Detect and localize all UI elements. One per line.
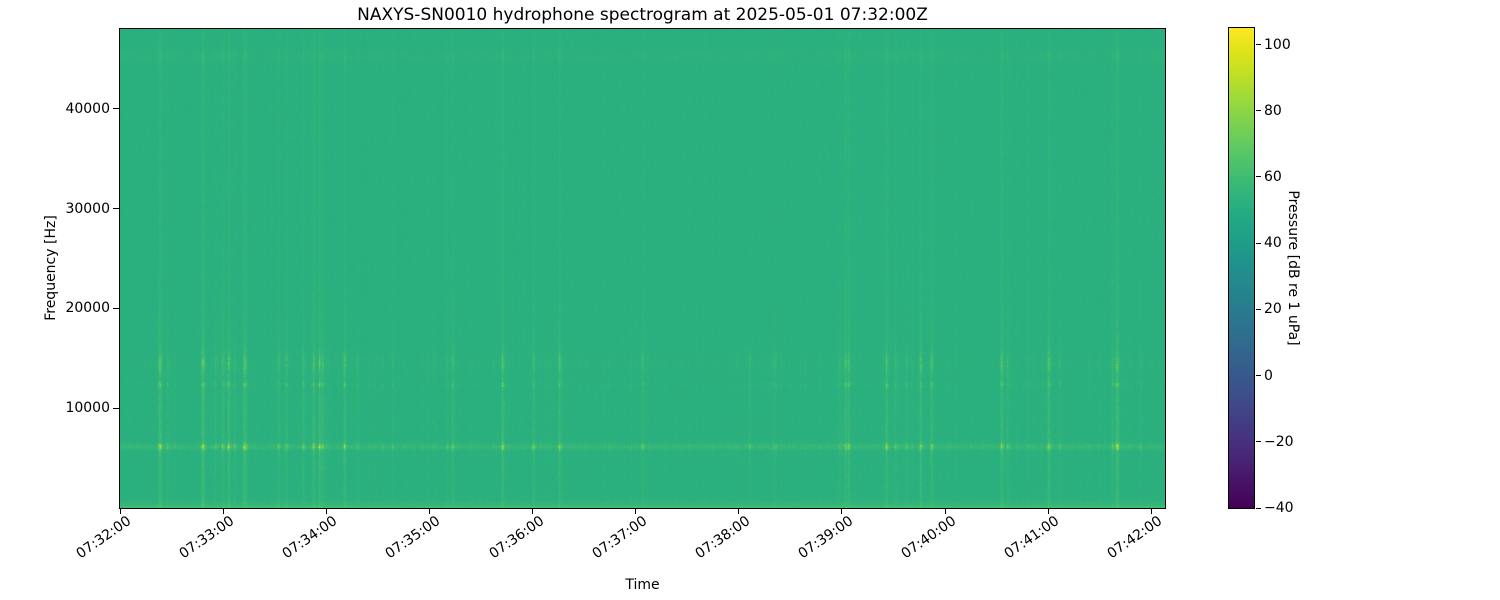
- plot-area-frame: [119, 28, 1166, 509]
- x-tick-mark: [532, 509, 533, 514]
- x-tick-label: 07:37:00: [589, 513, 650, 563]
- colorbar-tick-mark: [1256, 44, 1261, 46]
- x-tick-label: 07:40:00: [898, 513, 960, 563]
- y-tick-label: 40000: [65, 100, 110, 117]
- colorbar-gradient: [1229, 28, 1254, 508]
- colorbar-label: Pressure [dB re 1 uPa]: [1285, 190, 1301, 346]
- x-tick-mark: [222, 509, 224, 514]
- x-tick-label: 07:36:00: [485, 513, 547, 563]
- x-tick-mark: [1150, 509, 1152, 514]
- x-tick-label: 07:38:00: [692, 513, 753, 563]
- colorbar-tick-mark: [1256, 242, 1261, 244]
- colorbar-tick-mark: [1256, 110, 1261, 112]
- x-tick-mark: [1047, 509, 1049, 514]
- x-tick-label: 07:35:00: [382, 513, 444, 563]
- x-tick-label: 07:34:00: [279, 513, 341, 563]
- colorbar: [1228, 27, 1255, 509]
- spectrogram-heatmap: [120, 29, 1165, 508]
- x-tick-mark: [635, 509, 637, 514]
- colorbar-tick-label: −20: [1264, 433, 1294, 450]
- x-tick-mark: [738, 509, 740, 514]
- y-tick-mark: [113, 307, 119, 309]
- colorbar-tick-label: 80: [1264, 102, 1282, 119]
- y-tick-label: 30000: [65, 200, 110, 217]
- colorbar-tick-label: −40: [1264, 500, 1294, 516]
- colorbar-tick-mark: [1256, 507, 1261, 509]
- colorbar-tick-label: 40: [1264, 235, 1282, 252]
- colorbar-tick-mark: [1256, 375, 1261, 377]
- colorbar-tick-mark: [1256, 441, 1261, 443]
- colorbar-tick-label: 100: [1264, 36, 1291, 53]
- chart-title: NAXYS-SN0010 hydrophone spectrogram at 2…: [357, 5, 928, 25]
- x-tick-mark: [325, 509, 327, 514]
- colorbar-tick-label: 0: [1264, 367, 1273, 384]
- x-tick-label: 07:39:00: [795, 513, 857, 563]
- x-tick-label: 07:42:00: [1104, 513, 1166, 563]
- x-tick-mark: [841, 509, 843, 514]
- colorbar-tick-label: 60: [1264, 168, 1282, 185]
- y-tick-mark: [113, 407, 119, 409]
- x-tick-label: 07:32:00: [73, 513, 135, 563]
- x-tick-mark: [428, 509, 430, 514]
- colorbar-tick-mark: [1256, 308, 1261, 310]
- y-tick-mark: [113, 108, 119, 110]
- colorbar-tick-mark: [1256, 176, 1261, 178]
- x-axis-label: Time: [625, 577, 660, 593]
- x-tick-label: 07:33:00: [176, 513, 238, 563]
- x-tick-mark: [944, 509, 946, 514]
- y-tick-label: 10000: [65, 400, 110, 417]
- x-tick-label: 07:41:00: [1001, 513, 1063, 563]
- y-tick-mark: [113, 208, 119, 210]
- x-tick-mark: [119, 509, 121, 514]
- y-tick-label: 20000: [65, 300, 110, 317]
- colorbar-tick-label: 20: [1264, 301, 1282, 318]
